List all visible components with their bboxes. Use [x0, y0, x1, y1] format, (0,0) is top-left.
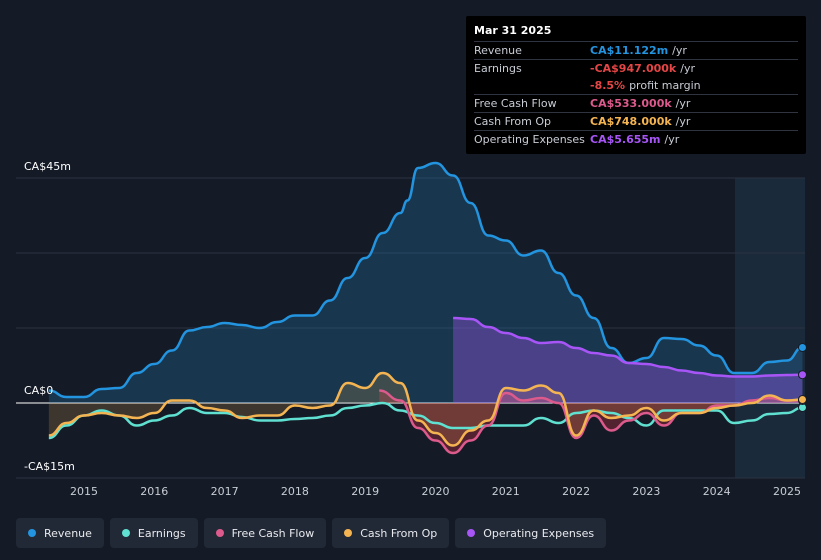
tooltip-row-cfo: Cash From Op CA$748.000k /yr [474, 112, 798, 130]
tooltip-unit: /yr [675, 97, 691, 110]
tooltip-value: -CA$947.000k [590, 62, 677, 75]
x-tick-label: 2022 [562, 485, 591, 498]
series-endpoints [797, 343, 807, 412]
tooltip-value: CA$11.122m [590, 44, 669, 57]
earnings-line [48, 401, 803, 440]
y-tick-label-bottom: -CA$15m [24, 460, 75, 473]
x-tick-label: 2021 [491, 485, 520, 498]
tooltip-value: CA$5.655m [590, 133, 661, 146]
tooltip-panel: Mar 31 2025 Revenue CA$11.122m /yr Earni… [466, 16, 806, 154]
x-tick-label: 2024 [702, 485, 731, 498]
tooltip-label: Earnings [474, 62, 522, 75]
operating-expenses-area [453, 318, 803, 403]
legend-label: Free Cash Flow [231, 526, 315, 540]
x-tick-label: 2025 [773, 485, 801, 498]
x-tick-label: 2017 [210, 485, 239, 498]
revenue-line [48, 161, 803, 399]
legend-revenue[interactable]: Revenue [16, 518, 104, 548]
revenue-area [48, 163, 803, 403]
tooltip-date: Mar 31 2025 [474, 24, 552, 37]
legend-dot-icon [467, 529, 476, 537]
operating-expenses-endpoint [797, 370, 807, 380]
tooltip-unit: /yr [680, 62, 695, 75]
tooltip-label: Operating Expenses [474, 133, 585, 146]
revenue-endpoint [797, 343, 807, 352]
operating-expenses-line [453, 316, 803, 378]
cash-from-op-area [48, 373, 803, 446]
legend-dot-icon [215, 529, 224, 537]
legend-label: Earnings [137, 526, 186, 540]
legend: Revenue Earnings Free Cash Flow Cash Fro… [16, 518, 607, 548]
tooltip-label: Free Cash Flow [474, 97, 557, 110]
x-tick-label: 2018 [280, 485, 309, 498]
legend-label: Cash From Op [360, 526, 438, 540]
tooltip-row-revenue: Revenue CA$11.122m /yr [474, 41, 798, 59]
tooltip-value: CA$748.000k [590, 115, 672, 128]
legend-label: Operating Expenses [483, 526, 595, 540]
tooltip-label: Revenue [474, 44, 522, 57]
gridlines [16, 177, 805, 479]
tooltip-unit: /yr [664, 133, 680, 146]
tooltip-unit: /yr [672, 44, 687, 57]
x-tick-label: 2015 [70, 485, 98, 498]
tooltip-value: CA$533.000k [590, 97, 672, 110]
tooltip-label: Cash From Op [474, 115, 552, 128]
tooltip-unit: /yr [675, 115, 691, 128]
series-areas [48, 163, 803, 453]
legend-label: Revenue [44, 526, 92, 540]
y-tick-label-top: CA$45m [24, 160, 71, 173]
x-tick-label: 2019 [351, 485, 380, 498]
tooltip-row-fcf: Free Cash Flow CA$533.000k /yr [474, 94, 798, 112]
legend-dot-icon [121, 529, 130, 537]
legend-operating-expenses[interactable]: Operating Expenses [455, 518, 607, 548]
series-lines [48, 161, 803, 455]
x-tick-label: 2020 [421, 485, 450, 498]
tooltip-row-opex: Operating Expenses CA$5.655m /yr [474, 130, 798, 148]
cash-from-op-line [48, 371, 803, 447]
x-tick-label: 2016 [140, 485, 169, 498]
legend-cash-from-op[interactable]: Cash From Op [332, 518, 450, 548]
tooltip-unit: profit margin [629, 79, 701, 92]
tooltip-row-margin: -8.5% profit margin [474, 77, 798, 94]
legend-free-cash-flow[interactable]: Free Cash Flow [203, 518, 327, 548]
x-tick-label: 2023 [632, 485, 661, 498]
tooltip-row-earnings: Earnings -CA$947.000k /yr [474, 59, 798, 77]
free-cash-flow-area [379, 390, 803, 453]
y-tick-label-zero: CA$0 [24, 384, 54, 397]
legend-dot-icon [28, 529, 36, 537]
legend-dot-icon [344, 529, 353, 537]
legend-earnings[interactable]: Earnings [109, 518, 198, 548]
tooltip-value: -8.5% [590, 79, 626, 92]
cash-from-op-endpoint [797, 395, 807, 404]
